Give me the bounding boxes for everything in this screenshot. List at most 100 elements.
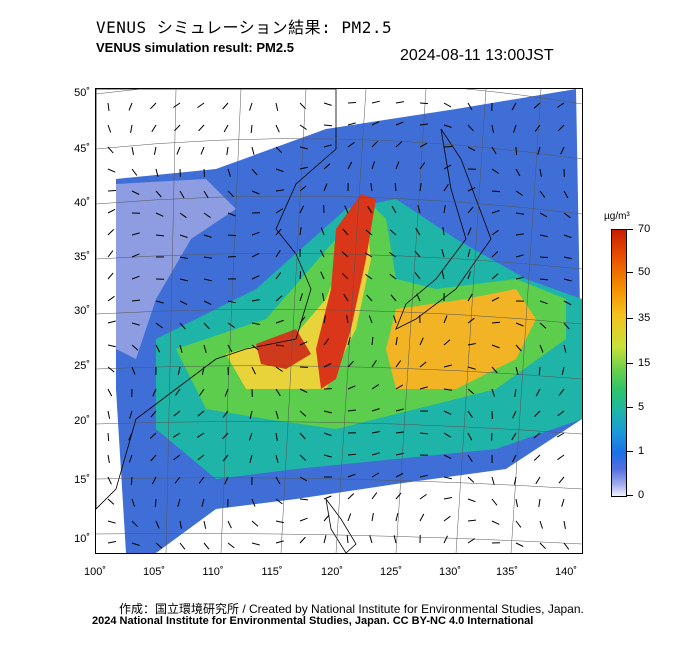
wind-arrow <box>174 124 181 132</box>
wind-arrow <box>107 388 113 397</box>
wind-arrow <box>107 146 114 154</box>
wind-arrow <box>443 164 452 170</box>
wind-arrow <box>174 476 181 484</box>
wind-arrow <box>107 366 115 373</box>
wind-arrow <box>561 366 565 375</box>
wind-arrow <box>467 124 474 132</box>
wind-arrow <box>491 498 498 506</box>
wind-arrow <box>443 124 452 128</box>
wind-arrow <box>395 492 402 500</box>
wind-arrow <box>419 123 428 126</box>
wind-arrow <box>299 205 304 214</box>
wind-arrow <box>395 141 403 148</box>
wind-arrow <box>179 344 183 353</box>
wind-arrow <box>299 410 307 417</box>
wind-arrow <box>491 388 495 397</box>
wind-arrow <box>199 388 205 396</box>
wind-arrow <box>371 384 379 390</box>
wind-arrow <box>563 234 572 239</box>
wind-arrow <box>467 519 476 522</box>
wind-arrow <box>538 498 541 507</box>
lon-label-100: 100˚ <box>83 566 107 578</box>
wind-arrow <box>344 205 349 214</box>
wind-arrow <box>322 293 325 302</box>
wind-arrow <box>533 432 541 439</box>
lon-label-125: 125˚ <box>379 566 403 578</box>
wind-arrow <box>177 366 181 375</box>
wind-arrow <box>227 234 237 237</box>
colorbar-label-70: 70 <box>638 223 651 235</box>
wind-arrow <box>107 124 112 133</box>
wind-arrow <box>563 256 572 260</box>
wind-arrow <box>275 366 283 372</box>
wind-arrow <box>557 454 565 461</box>
wind-arrow <box>251 275 260 280</box>
wind-arrow <box>346 315 349 324</box>
wind-arrow <box>151 124 157 133</box>
wind-arrow <box>203 168 205 178</box>
wind-arrow <box>419 386 428 390</box>
wind-arrow <box>419 102 429 105</box>
wind-arrow <box>203 344 207 353</box>
colorbar-unit: µg/m³ <box>604 211 630 222</box>
wind-arrow <box>347 337 351 346</box>
wind-arrow <box>275 454 279 463</box>
wind-arrow <box>443 364 452 368</box>
wind-arrow <box>515 542 524 547</box>
wind-arrow <box>393 315 397 324</box>
wind-arrow <box>299 454 307 461</box>
wind-arrow <box>131 344 139 351</box>
wind-arrow <box>417 205 421 214</box>
wind-arrow <box>227 168 231 177</box>
wind-arrow <box>537 146 541 155</box>
wind-arrow <box>467 271 471 280</box>
wind-arrow <box>515 212 524 215</box>
wind-arrow <box>155 190 162 198</box>
wind-arrow <box>515 344 522 352</box>
wind-arrow <box>107 208 116 214</box>
wind-arrow <box>107 272 114 280</box>
wind-arrow <box>341 251 349 258</box>
colorbar-label-15: 15 <box>638 357 651 369</box>
wind-arrow <box>366 294 373 302</box>
wind-arrow <box>346 535 349 544</box>
wind-arrow <box>131 168 138 176</box>
lat-label-20: 20˚ <box>74 415 90 427</box>
wind-arrow <box>371 472 380 478</box>
wind-arrow <box>299 341 308 346</box>
wind-arrow <box>347 409 356 412</box>
wind-arrow <box>419 162 426 170</box>
wind-arrow <box>441 271 445 280</box>
wind-arrow <box>155 212 164 217</box>
wind-arrow <box>364 252 373 258</box>
wind-arrow <box>155 168 159 177</box>
wind-arrow <box>299 102 306 110</box>
wind-arrow <box>371 121 380 126</box>
lon-label-120: 120˚ <box>320 566 344 578</box>
wind-arrow <box>533 102 541 109</box>
wind-arrow <box>275 498 283 505</box>
wind-arrow <box>539 234 548 238</box>
wind-arrow <box>419 183 422 192</box>
wind-arrow <box>107 541 116 544</box>
lat-label-30: 30˚ <box>74 305 90 317</box>
wind-arrow <box>250 124 253 134</box>
wind-arrow <box>419 337 424 346</box>
wind-arrow <box>107 250 114 258</box>
wind-arrow <box>130 476 133 486</box>
wind-arrow <box>393 535 397 544</box>
wind-arrow <box>371 513 374 522</box>
wind-arrow <box>442 227 445 236</box>
lat-label-10: 10˚ <box>74 533 90 545</box>
wind-arrow <box>367 206 373 214</box>
wind-arrow <box>395 337 398 346</box>
wind-arrow <box>131 146 134 155</box>
wind-arrow <box>275 540 284 544</box>
graticule <box>96 89 582 553</box>
wind-arrow <box>491 366 498 374</box>
wind-arrow <box>395 472 404 478</box>
wind-arrow <box>467 538 475 544</box>
wind-arrow <box>224 388 229 397</box>
wind-arrow <box>533 454 541 461</box>
wind-arrow <box>227 542 235 549</box>
